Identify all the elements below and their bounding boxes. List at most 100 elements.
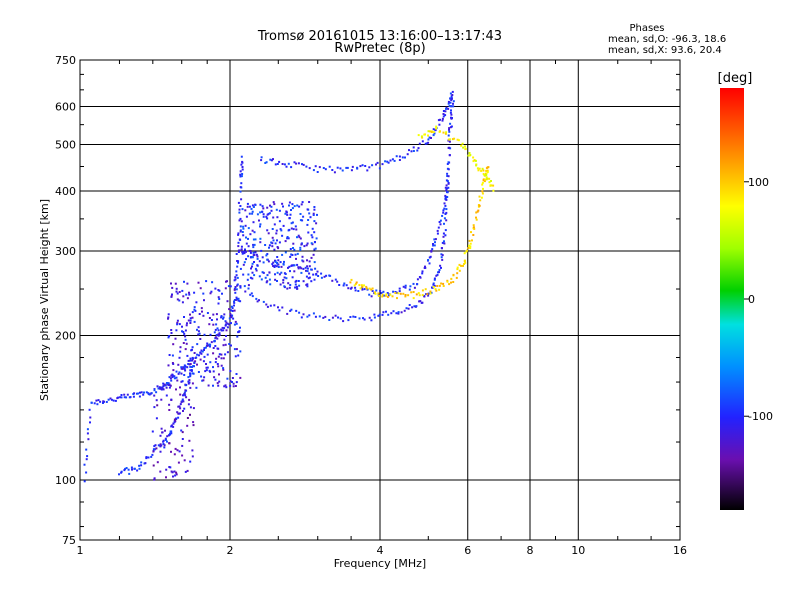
data-point	[188, 293, 191, 296]
data-point	[395, 291, 398, 294]
data-point	[254, 251, 257, 254]
data-point	[247, 287, 250, 290]
data-point	[213, 331, 216, 334]
data-point	[156, 461, 159, 464]
data-point	[224, 343, 227, 346]
data-point	[288, 286, 291, 289]
data-point	[280, 265, 283, 268]
data-point	[490, 184, 493, 187]
data-point	[202, 292, 205, 295]
data-point	[256, 257, 259, 260]
data-point	[215, 313, 218, 316]
data-point	[445, 219, 448, 222]
data-point	[216, 318, 218, 321]
data-point	[289, 213, 292, 216]
data-point	[215, 323, 218, 326]
data-point	[306, 242, 309, 245]
data-point	[472, 156, 475, 159]
data-point	[292, 264, 295, 267]
data-point	[359, 165, 362, 168]
data-point	[347, 287, 350, 290]
data-point	[110, 398, 113, 401]
data-point	[218, 353, 221, 356]
data-point	[212, 352, 215, 355]
data-point	[216, 382, 219, 385]
data-point	[275, 208, 278, 211]
data-point	[237, 245, 240, 248]
data-point	[181, 367, 184, 370]
data-point	[443, 240, 445, 243]
data-point	[437, 119, 440, 122]
data-point	[181, 398, 184, 401]
data-point	[421, 136, 424, 139]
data-point	[443, 202, 446, 205]
data-point	[171, 354, 174, 357]
data-point	[456, 138, 459, 141]
data-point	[309, 216, 312, 219]
data-point	[258, 260, 261, 263]
data-point	[234, 286, 237, 288]
data-point	[449, 97, 452, 100]
data-point	[322, 167, 325, 169]
data-point	[279, 283, 282, 286]
x-tick-label: 8	[527, 544, 534, 557]
data-point	[448, 140, 451, 143]
data-point	[181, 325, 183, 328]
data-point	[243, 285, 246, 288]
data-point	[191, 346, 194, 349]
data-point	[187, 319, 190, 322]
data-point	[230, 344, 232, 347]
data-point	[244, 290, 247, 293]
data-point	[189, 413, 191, 416]
data-point	[382, 290, 385, 293]
data-point	[444, 234, 447, 237]
data-point	[356, 166, 359, 169]
data-point	[339, 167, 342, 170]
data-point	[269, 283, 272, 286]
data-point	[274, 264, 277, 267]
data-point	[417, 147, 420, 150]
data-point	[300, 243, 303, 246]
data-point	[283, 276, 286, 279]
data-point	[177, 405, 180, 408]
data-point	[442, 209, 445, 212]
data-point	[438, 271, 440, 274]
data-point	[350, 286, 353, 289]
data-point	[202, 360, 205, 363]
data-point	[474, 159, 477, 162]
data-point	[184, 365, 187, 368]
data-point	[370, 295, 373, 298]
data-point	[181, 301, 184, 304]
data-point	[306, 267, 309, 270]
data-point	[379, 290, 382, 292]
data-point	[441, 214, 444, 217]
data-point	[251, 204, 254, 207]
data-point	[159, 386, 162, 389]
data-point	[182, 394, 184, 397]
data-point	[183, 407, 186, 410]
data-point	[222, 317, 224, 320]
data-point	[230, 322, 232, 325]
data-point	[433, 277, 436, 280]
data-point	[243, 252, 246, 255]
data-point	[249, 256, 252, 259]
data-point	[442, 131, 445, 134]
data-point	[358, 317, 361, 320]
data-point	[461, 142, 464, 145]
data-point	[209, 333, 212, 336]
colorbar-tick-label: -100	[748, 410, 773, 423]
data-point	[191, 356, 194, 359]
data-point	[196, 363, 198, 366]
data-point	[444, 194, 447, 197]
data-point	[408, 288, 411, 291]
data-point	[444, 204, 447, 207]
data-point	[238, 330, 241, 333]
data-point	[232, 317, 235, 320]
plot-area: 1 2 4 6 8 10 16 75 100 200 300 400 500 600 750	[55, 54, 687, 557]
data-point	[343, 282, 346, 285]
data-point	[119, 396, 122, 399]
data-point	[120, 471, 123, 474]
data-point	[205, 363, 207, 365]
data-point	[266, 253, 269, 255]
data-point	[373, 316, 376, 319]
